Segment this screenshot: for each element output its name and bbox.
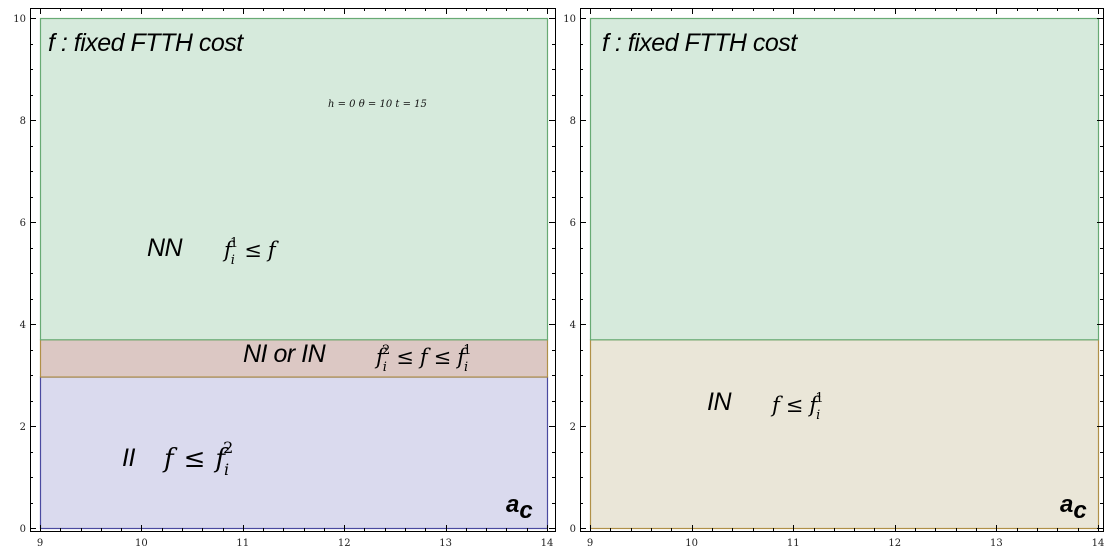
condition-ii: f ≤ fi2	[162, 438, 233, 479]
x-tick-label: 12	[888, 538, 901, 549]
y-tick-label: 2	[20, 422, 26, 433]
chart-title: f : fixed FTTH cost	[602, 29, 798, 57]
chart-panel-right: 9 10 11 12 13 14 0 2 4 6 8 10 f : fixed FTTH cost I…	[563, 8, 1104, 549]
x-tick-label: 9	[37, 538, 43, 549]
region-label-ni-or-in: NI or IN	[243, 340, 327, 368]
y-tick-label: 6	[20, 218, 26, 229]
x-tick-label: 14	[1092, 538, 1104, 549]
y-tick-label: 10	[13, 14, 26, 25]
region-group	[589, 17, 1100, 530]
region-label-ii: II	[122, 444, 135, 472]
condition-in: f ≤ fi1	[770, 391, 824, 423]
x-tick-label: 9	[587, 538, 593, 549]
x-axis-label: ac	[1060, 491, 1087, 524]
x-tick-label: 13	[439, 538, 452, 549]
y-tick-label: 2	[570, 422, 576, 433]
tick-group: 9 10 11 12 13 14 0 2 4 6 8 10	[563, 8, 1104, 549]
y-tick-label: 4	[20, 320, 26, 331]
region-ii	[39, 376, 549, 530]
x-tick-label: 10	[135, 538, 148, 549]
y-tick-label: 6	[570, 218, 576, 229]
y-tick-label: 0	[570, 524, 576, 535]
chart-panel-left: 9 10 11 12 13 14 0 2 4 6 8 10 f : fixed FTTH cost h…	[13, 8, 556, 549]
x-tick-label: 13	[990, 538, 1003, 549]
y-tick-label: 8	[570, 116, 576, 127]
x-tick-label: 11	[787, 538, 800, 549]
x-tick-label: 11	[236, 538, 249, 549]
y-tick-label: 8	[20, 116, 26, 127]
x-axis-label: ac	[506, 491, 533, 524]
region-upper	[589, 17, 1100, 341]
parameter-annotation: h = 0 θ = 10 t = 15	[328, 99, 427, 110]
region-label-in: IN	[707, 388, 732, 416]
condition-nn: fi1 ≤ f	[222, 236, 279, 268]
region-group	[39, 17, 549, 530]
x-tick-label: 14	[541, 538, 554, 549]
region-ni-or-in	[39, 339, 549, 378]
y-tick-label: 4	[570, 320, 576, 331]
y-tick-label: 10	[563, 14, 576, 25]
condition-ni-or-in: fi2 ≤ f ≤ fi1	[374, 343, 471, 375]
region-nn	[39, 17, 549, 341]
x-tick-label: 12	[338, 538, 351, 549]
y-tick-label: 0	[20, 524, 26, 535]
chart-title: f : fixed FTTH cost	[48, 29, 244, 57]
plot-frame	[30, 8, 556, 532]
region-in	[589, 339, 1100, 530]
x-tick-label: 10	[685, 538, 698, 549]
region-label-nn: NN	[147, 234, 184, 262]
